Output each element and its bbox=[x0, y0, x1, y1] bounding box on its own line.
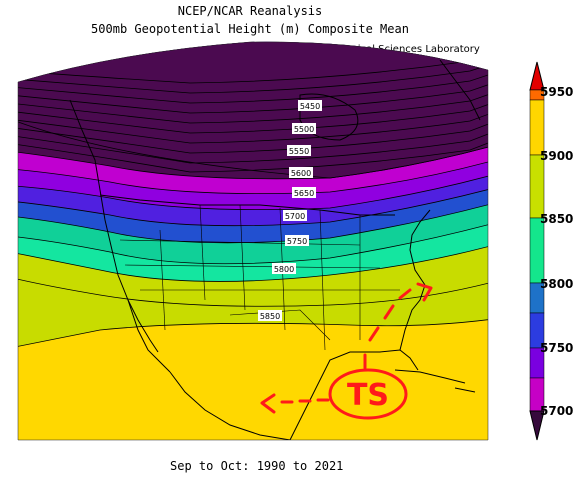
colorbar-bottom-arrow bbox=[529, 410, 545, 441]
contour-label-bg bbox=[272, 263, 296, 274]
contour-label-bg bbox=[292, 187, 316, 198]
contour-label: 5550 bbox=[289, 147, 309, 156]
colorbar-segment bbox=[529, 99, 545, 156]
contour-label-bg bbox=[298, 100, 322, 111]
contour-label: 5650 bbox=[294, 189, 314, 198]
contour-label-bg bbox=[289, 167, 313, 178]
ts-circle bbox=[328, 368, 408, 420]
state-borders bbox=[119, 204, 400, 351]
contour-label: 5750 bbox=[287, 237, 307, 246]
contour-label: 5800 bbox=[274, 265, 294, 274]
contour-lines bbox=[18, 41, 488, 351]
contour-label-group: 5450 5500 5550 5600 5650 5700 5750 5800 … bbox=[258, 100, 322, 321]
arrow-head-up-right bbox=[416, 282, 433, 302]
annotation-group bbox=[260, 282, 433, 420]
arrow-dash bbox=[383, 304, 395, 320]
colorbar-segment bbox=[529, 217, 545, 284]
colorbar-label: 5800 bbox=[540, 277, 574, 291]
colorbar-label: 5950 bbox=[540, 85, 574, 99]
colorbar-segment bbox=[529, 154, 545, 219]
contour-label: 5850 bbox=[260, 312, 280, 321]
ts-label: TS bbox=[347, 378, 389, 413]
contour-label-bg bbox=[292, 123, 316, 134]
colorbar bbox=[529, 61, 545, 441]
contour-label: 5700 bbox=[285, 212, 305, 221]
contour-label: 5600 bbox=[291, 169, 311, 178]
arrow-head-left bbox=[260, 393, 276, 414]
title-line-1: NCEP/NCAR Reanalysis bbox=[177, 4, 323, 18]
title-line-2: 500mb Geopotential Height (m) Composite … bbox=[91, 22, 409, 36]
contour-label-bg bbox=[283, 210, 307, 221]
arrow-dash bbox=[368, 326, 380, 342]
contour-label-bg bbox=[285, 235, 309, 246]
credit-label: NOAA Physical Sciences Laboratory bbox=[302, 44, 480, 55]
arrow-dash bbox=[398, 288, 412, 300]
colorbar-label: 5850 bbox=[540, 212, 574, 226]
contour-label: 5450 bbox=[300, 102, 320, 111]
contour-label-bg bbox=[258, 310, 282, 321]
colorbar-label: 5750 bbox=[540, 341, 574, 355]
footer-period: Sep to Oct: 1990 to 2021 bbox=[170, 459, 344, 473]
contour-label-bg bbox=[287, 145, 311, 156]
colorbar-label: 5900 bbox=[540, 149, 574, 163]
colorbar-label: 5700 bbox=[540, 404, 574, 418]
contour-label: 5500 bbox=[294, 125, 314, 134]
map-frame bbox=[17, 41, 489, 441]
